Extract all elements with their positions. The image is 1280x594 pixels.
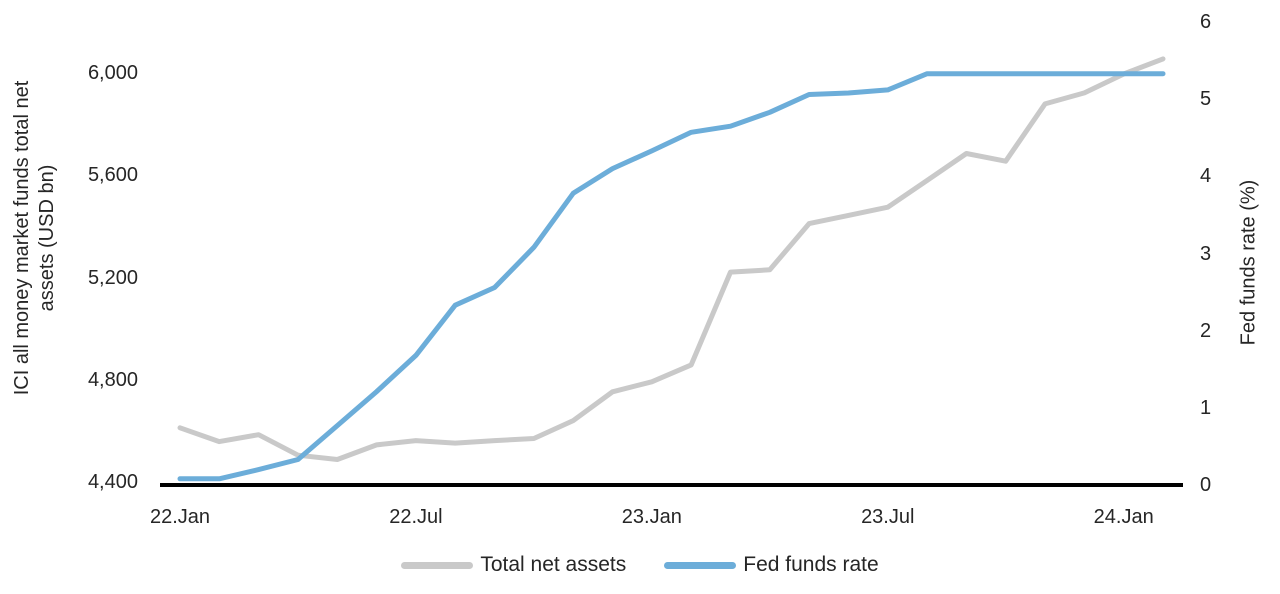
right-axis-title-text: Fed funds rate (%) — [1237, 179, 1260, 346]
left-axis-tick: 4,800 — [87, 368, 138, 391]
legend-item-fed-funds-rate: Fed funds rate — [664, 552, 879, 578]
total-net-assets-line — [177, 56, 1166, 462]
legend-label-fed-funds-rate: Fed funds rate — [743, 553, 879, 576]
x-axis-tick: 24.Jan — [1093, 506, 1154, 528]
right-axis-tick: 6 — [1200, 11, 1212, 33]
total-net-assets-line-icon — [401, 561, 474, 569]
right-axis-tick: 4 — [1200, 165, 1212, 188]
right-axis-tick: 1 — [1200, 396, 1212, 419]
legend-item-total-net-assets: Total net assets — [401, 552, 626, 578]
right-axis-tick: 0 — [1200, 474, 1212, 496]
left-axis-tick: 5,200 — [87, 266, 138, 289]
right-axis-tick: 3 — [1200, 242, 1212, 265]
right-axis-title: Fed funds rate (%) — [1237, 63, 1262, 463]
left-axis-title-line1: ICI all money market funds total net — [11, 80, 33, 396]
legend-label-total-net-assets: Total net assets — [480, 553, 627, 576]
left-axis-tick: 6,000 — [87, 62, 138, 84]
x-axis-tick: 22.Jul — [389, 506, 443, 528]
left-axis-title-line2: assets (USD bn) — [36, 164, 58, 312]
x-axis-tick: 22.Jan — [149, 506, 211, 528]
fed-funds-rate-line — [177, 71, 1166, 482]
legend: Total net assets Fed funds rate — [0, 552, 1280, 578]
left-axis-title: ICI all money market funds total net ass… — [10, 3, 60, 473]
right-axis-tick: 5 — [1200, 88, 1212, 111]
right-axis-tick: 2 — [1200, 319, 1212, 342]
left-axis-tick: 4,400 — [87, 471, 138, 493]
fed-funds-rate-line-icon — [664, 561, 737, 569]
x-axis-tick: 23.Jan — [621, 506, 682, 528]
x-axis-tick: 23.Jul — [861, 506, 915, 528]
left-axis-tick: 5,600 — [87, 164, 138, 187]
